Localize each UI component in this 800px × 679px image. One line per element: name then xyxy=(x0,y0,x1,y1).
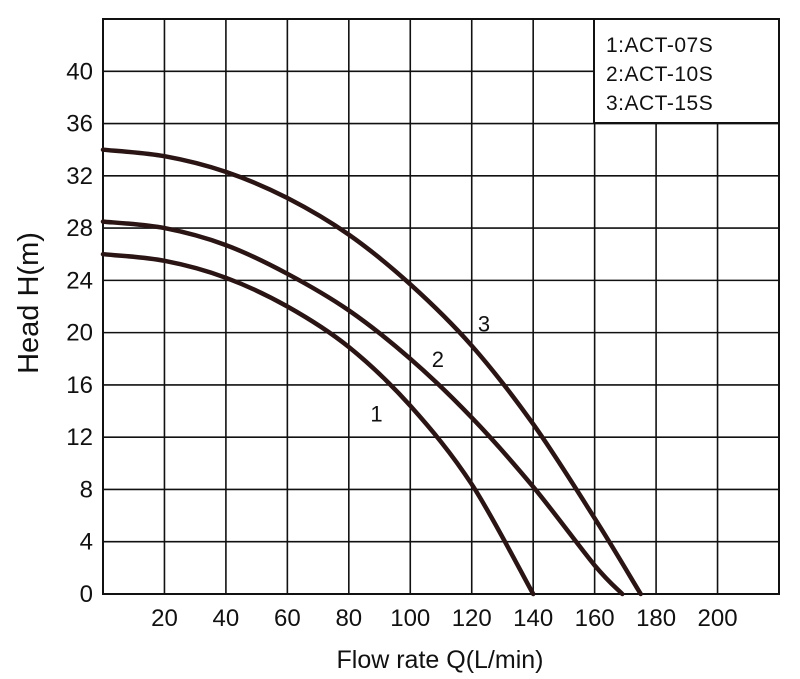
x-tick-label: 120 xyxy=(452,605,492,632)
legend-entry-3: 3:ACT-15S xyxy=(606,92,713,115)
y-tick-label: 24 xyxy=(66,267,93,294)
x-tick-label: 180 xyxy=(636,605,676,632)
y-tick-label: 8 xyxy=(80,476,93,503)
y-tick-label: 4 xyxy=(80,529,93,556)
y-tick-label: 0 xyxy=(80,581,93,608)
grid-layer xyxy=(102,18,780,595)
x-tick-label: 140 xyxy=(513,605,553,632)
x-tick-label: 60 xyxy=(274,605,301,632)
y-tick-label: 12 xyxy=(66,424,93,451)
series-line-2 xyxy=(100,219,625,597)
curve-label-3: 3 xyxy=(478,311,490,336)
y-tick-label: 32 xyxy=(66,163,93,190)
x-tick-label: 80 xyxy=(335,605,362,632)
y-tick-label: 16 xyxy=(66,372,93,399)
plot-frame xyxy=(102,18,780,595)
y-tick-label: 28 xyxy=(66,215,93,242)
x-tick-label: 160 xyxy=(575,605,615,632)
legend-box xyxy=(593,18,780,124)
x-tick-label: 200 xyxy=(698,605,738,632)
y-tick-label: 40 xyxy=(66,58,93,85)
y-axis-title: Head H(m) xyxy=(13,232,45,374)
x-tick-label: 20 xyxy=(151,605,178,632)
series-line-3 xyxy=(100,147,643,597)
x-tick-label: 100 xyxy=(390,605,430,632)
legend-entry-2: 2:ACT-10S xyxy=(606,63,713,86)
x-tick-label: 40 xyxy=(213,605,240,632)
tick-label-layer: 20 40 60 80 100 120 140 160 180 20004812162024283… xyxy=(66,58,737,632)
y-tick-label: 36 xyxy=(66,111,93,138)
curve-layer: 1 2 3 xyxy=(100,147,643,597)
x-axis-title: Flow rate Q(L/min) xyxy=(337,646,544,674)
series-line-1 xyxy=(100,251,536,597)
curve-label-1: 1 xyxy=(370,402,382,427)
legend-entry-1: 1:ACT-07S xyxy=(606,34,713,57)
legend: 1:ACT-07S 2:ACT-10S 3:ACT-15S xyxy=(593,18,780,124)
y-tick-label: 20 xyxy=(66,320,93,347)
curve-label-2: 2 xyxy=(432,347,444,372)
